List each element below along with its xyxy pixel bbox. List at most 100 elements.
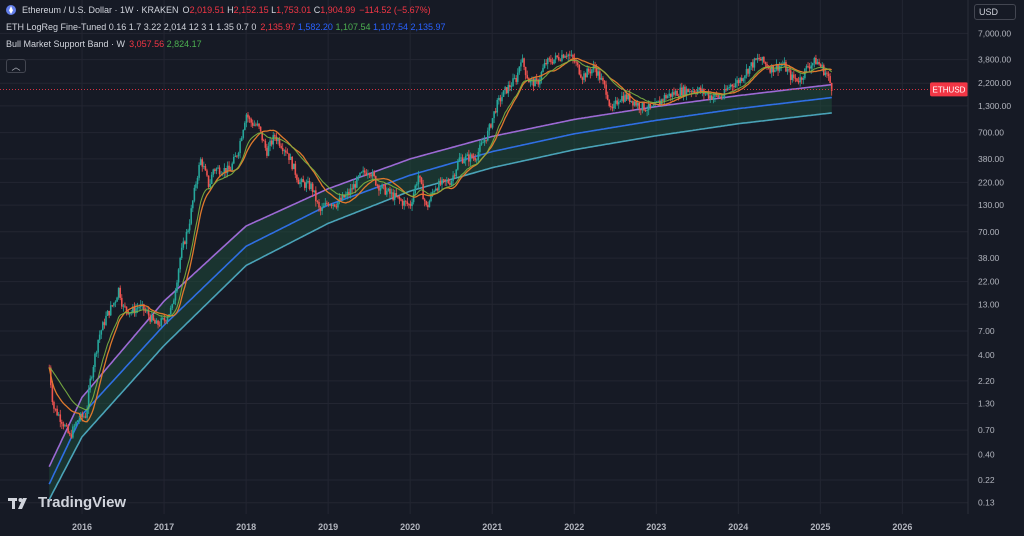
candle-body bbox=[305, 182, 308, 188]
candle-body bbox=[657, 100, 659, 102]
candle-body bbox=[811, 63, 814, 66]
candle-body bbox=[561, 54, 563, 61]
candle-body bbox=[647, 103, 650, 111]
candle-body bbox=[300, 179, 303, 183]
candle-body bbox=[723, 88, 726, 97]
candle-body bbox=[810, 65, 812, 69]
candle-body bbox=[251, 122, 254, 126]
candle-body bbox=[706, 93, 708, 95]
candle-body bbox=[699, 87, 702, 92]
symbol-tag-label: ETHUSD bbox=[933, 85, 966, 94]
candle-body bbox=[625, 94, 628, 100]
candle-body bbox=[638, 102, 641, 110]
candle-body bbox=[750, 62, 753, 67]
candle-body bbox=[780, 65, 783, 67]
candle-body bbox=[362, 170, 364, 173]
candle-body bbox=[611, 107, 614, 109]
candle-body bbox=[436, 188, 439, 191]
candle-body bbox=[707, 93, 710, 99]
candle-body bbox=[824, 72, 827, 76]
candle-body bbox=[482, 142, 484, 144]
candle-body bbox=[701, 89, 704, 92]
indicator-legend-logreg[interactable]: ETH LogReg Fine-Tuned 0.16 1.7 3.22 2,01… bbox=[6, 22, 446, 32]
candle-body bbox=[475, 159, 478, 161]
candle-body bbox=[247, 114, 249, 118]
tradingview-logo[interactable]: TradingView bbox=[8, 494, 126, 511]
candle-body bbox=[428, 201, 431, 208]
candle-body bbox=[169, 307, 172, 315]
y-tick-label: 4.00 bbox=[978, 350, 995, 360]
candle-body bbox=[513, 78, 516, 79]
candle-body bbox=[578, 64, 581, 75]
candle-body bbox=[509, 85, 511, 88]
collapse-legend-button[interactable]: ︿ bbox=[6, 59, 26, 73]
candle-body bbox=[274, 135, 276, 137]
bull-market-support-band bbox=[48, 57, 833, 423]
indicator-legend-bmsb[interactable]: Bull Market Support Band · W 3,057.56 2,… bbox=[6, 39, 202, 49]
candle-body bbox=[709, 95, 712, 99]
candle-body bbox=[204, 166, 207, 171]
candle-body bbox=[423, 199, 426, 202]
ohlc-value: 1,753.01 bbox=[276, 5, 314, 15]
candle-body bbox=[501, 96, 503, 102]
candle-body bbox=[543, 63, 546, 68]
candle-body bbox=[228, 165, 230, 170]
candle-body bbox=[57, 414, 60, 416]
candle-body bbox=[341, 194, 344, 200]
candle-body bbox=[318, 201, 320, 208]
candle-body bbox=[281, 147, 284, 151]
candle-body bbox=[100, 330, 103, 335]
price-change: −114.52 (−5.67%) bbox=[359, 5, 431, 15]
candle-body bbox=[210, 174, 213, 184]
candle-body bbox=[128, 312, 131, 315]
candle-body bbox=[277, 138, 279, 142]
ohlc-value: 2,152.15 bbox=[233, 5, 272, 15]
candle-body bbox=[248, 117, 251, 119]
ethereum-icon bbox=[6, 5, 16, 15]
candle-body bbox=[829, 76, 831, 83]
candle-body bbox=[193, 187, 196, 201]
candle-body bbox=[442, 179, 445, 181]
candle-body bbox=[269, 140, 271, 147]
candle-body bbox=[662, 99, 664, 101]
chart-grid bbox=[0, 0, 968, 514]
candle-body bbox=[791, 74, 794, 80]
candle-body bbox=[507, 85, 510, 94]
candle-body bbox=[370, 174, 372, 177]
candle-body bbox=[392, 192, 394, 200]
candle-body bbox=[698, 87, 700, 90]
candle-body bbox=[584, 73, 587, 78]
candle-body bbox=[457, 161, 459, 170]
candle-body bbox=[345, 194, 347, 198]
candle-body bbox=[712, 96, 715, 100]
candle-body bbox=[422, 183, 424, 200]
candle-body bbox=[97, 339, 99, 353]
candle-body bbox=[154, 319, 156, 324]
ema-line bbox=[48, 59, 833, 411]
candle-body bbox=[231, 163, 234, 171]
candle-body bbox=[756, 57, 759, 60]
candle-body bbox=[92, 366, 95, 378]
candle-body bbox=[488, 124, 491, 131]
candle-body bbox=[800, 77, 803, 80]
price-axis[interactable]: 7,000.00 3,800.00 2,200.00 1,300.00 700.00 38… bbox=[967, 0, 1024, 536]
candle-body bbox=[505, 87, 508, 94]
candle-body bbox=[714, 93, 716, 97]
candle-body bbox=[62, 423, 65, 427]
symbol-legend[interactable]: Ethereum / U.S. Dollar · 1W · KRAKEN O2,… bbox=[6, 5, 431, 15]
candle-body bbox=[417, 175, 420, 185]
candle-body bbox=[774, 69, 776, 73]
time-axis[interactable]: 2016 2017 2018 2019 2020 2021 2022 2023 2024 2025… bbox=[72, 522, 912, 532]
candle-body bbox=[114, 301, 117, 303]
candle-body bbox=[330, 204, 333, 206]
currency-selector[interactable]: USD bbox=[974, 4, 1016, 20]
candle-body bbox=[458, 157, 461, 162]
candle-body bbox=[261, 131, 263, 141]
candle-body bbox=[463, 160, 465, 164]
logreg-band bbox=[48, 83, 832, 500]
candle-body bbox=[677, 95, 680, 97]
y-tick-label: 380.00 bbox=[978, 154, 1004, 164]
candle-body bbox=[502, 90, 505, 97]
candle-body bbox=[266, 147, 268, 156]
